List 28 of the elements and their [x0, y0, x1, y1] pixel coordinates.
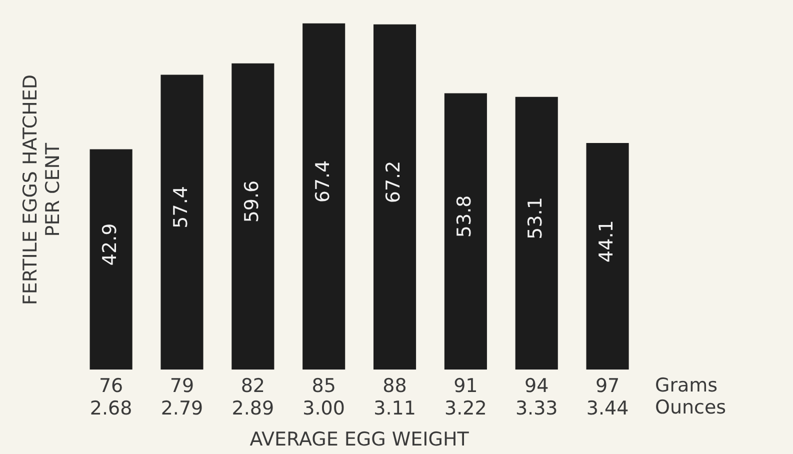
x-tick-label: 85 3.00 [302, 374, 345, 420]
text: Ounces [655, 396, 726, 419]
x-tick-label: 91 3.22 [444, 374, 487, 420]
data-label: 44.1 [595, 220, 618, 262]
x-tick-label: 76 2.68 [90, 374, 132, 420]
data-label: 59.6 [240, 180, 263, 223]
data-label: 42.9 [99, 223, 121, 266]
bar [586, 143, 629, 370]
x-tick-label: 79 2.79 [160, 374, 204, 420]
data-label: 67.4 [312, 160, 334, 203]
x-tick-label: 82 2.89 [232, 374, 274, 420]
text: Grams [655, 374, 718, 397]
bar [232, 63, 274, 370]
bar [444, 93, 487, 370]
bar [302, 23, 346, 370]
x-tick-label: 97 3.44 [586, 374, 629, 420]
x-axis-title: AVERAGE EGG WEIGHT [250, 428, 470, 451]
data-label: 67.2 [382, 160, 405, 204]
bar [515, 96, 558, 370]
x-tick-label: 94 3.33 [515, 374, 558, 420]
data-label: 57.4 [170, 186, 192, 228]
data-label: 53.8 [454, 195, 476, 238]
bar [373, 24, 416, 370]
bar [90, 149, 132, 370]
y-axis-title: FERTILE EGGS HATCHED PER CENT [19, 74, 64, 306]
data-label: 53.1 [524, 197, 547, 240]
x-tick-label: 88 3.11 [374, 374, 416, 420]
bar [160, 74, 204, 370]
